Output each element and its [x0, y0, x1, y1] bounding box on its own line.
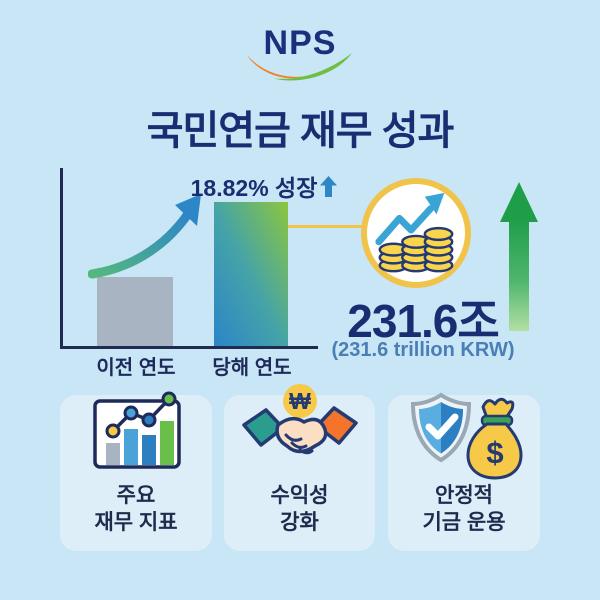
bar-previous-year — [97, 277, 173, 346]
growth-label: 18.82% 성장 — [185, 169, 343, 203]
handshake-won-icon: ₩ — [241, 384, 358, 455]
bar-chart-trend-icon — [93, 391, 181, 469]
card-label-line2: 재무 지표 — [94, 511, 178, 535]
connector-line — [288, 225, 364, 228]
growth-label-text: 18.82% 성장 — [190, 175, 318, 201]
card-label-line1: 주요 — [116, 484, 156, 508]
growth-up-arrow-icon — [320, 175, 338, 197]
bar-label-previous-year: 이전 연도 — [96, 357, 176, 379]
bar-label-current-year: 당해 연도 — [212, 357, 292, 379]
nps-logo-text: NPS — [263, 24, 337, 62]
big-up-arrow-icon — [500, 182, 538, 331]
coins-circle-badge — [361, 178, 471, 288]
growth-curve-arrow-icon — [88, 194, 201, 279]
bar-current-year — [214, 202, 288, 346]
card-label-line2: 기금 운용 — [422, 511, 506, 535]
fund-total-amount: 231.6조 — [347, 295, 499, 347]
card-key-indicators: 주요 재무 지표 — [60, 391, 212, 551]
shield-money-bag-icon: $ — [410, 392, 523, 480]
nps-logo-swoosh-icon — [247, 53, 352, 81]
card-label-line1: 수익성 — [270, 484, 329, 508]
won-symbol: ₩ — [289, 388, 311, 414]
fund-total-caption: (231.6 trillion KRW) — [331, 339, 515, 361]
page-title: 국민연금 재무 성과 — [146, 109, 455, 153]
nps-logo: NPS — [0, 26, 600, 81]
card-label: 수익성 강화 — [224, 483, 375, 537]
chart-x-axis — [60, 346, 318, 349]
card-label: 안정적 기금 운용 — [388, 483, 540, 537]
chart-y-axis — [60, 168, 63, 349]
card-profitability: ₩ 수익성 강화 — [224, 384, 375, 551]
card-label-line2: 강화 — [280, 511, 319, 535]
coins-growth-icon — [375, 192, 454, 273]
card-stable-fund: $ 안정적 기금 운용 — [388, 392, 540, 551]
card-label-line1: 안정적 — [435, 484, 493, 508]
card-label: 주요 재무 지표 — [60, 483, 212, 537]
dollar-symbol: $ — [486, 435, 503, 470]
